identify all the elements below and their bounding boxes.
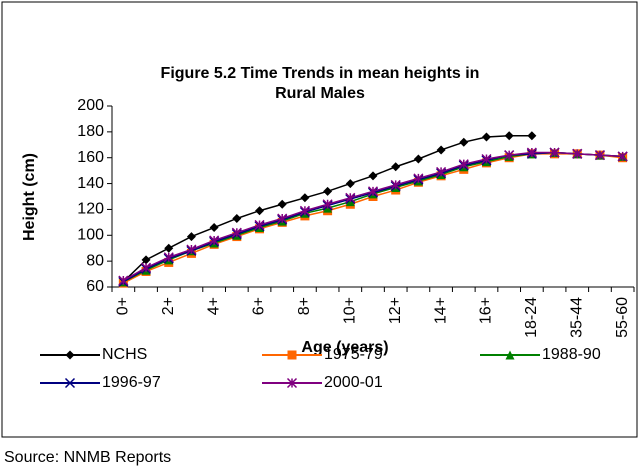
data-point (413, 154, 423, 164)
data-point (209, 223, 219, 233)
data-point (118, 275, 129, 286)
data-point (231, 227, 242, 238)
data-point (277, 199, 287, 209)
chart-title: Figure 5.2 Time Trends in mean heights i… (160, 65, 480, 102)
data-point (594, 150, 605, 161)
data-point (391, 162, 401, 172)
data-point (481, 132, 491, 142)
data-point (617, 151, 628, 162)
y-tick-label: 140 (77, 175, 104, 192)
data-point (164, 243, 174, 253)
data-point (345, 192, 356, 203)
y-tick-label: 200 (77, 97, 104, 114)
data-point (458, 159, 469, 170)
data-point (323, 186, 333, 196)
data-point (141, 255, 151, 265)
data-point (504, 131, 514, 141)
data-point (254, 219, 265, 230)
x-tick-label: 0+ (115, 297, 132, 315)
legend-marker (64, 377, 76, 389)
y-tick-label: 60 (86, 278, 104, 295)
y-tick-label: 100 (77, 227, 104, 244)
source-note: Source: NNMB Reports (4, 449, 171, 466)
y-tick-label: 120 (77, 201, 104, 218)
y-tick-label: 180 (77, 123, 104, 140)
x-tick-label: 55-60 (614, 297, 631, 338)
y-axis-title: Height (cm) (21, 153, 38, 241)
data-point (413, 173, 424, 184)
x-tick-label: 14+ (432, 297, 449, 324)
data-point (549, 147, 560, 158)
legend-marker (65, 350, 75, 360)
x-tick-label: 6+ (251, 297, 268, 315)
data-point (163, 252, 174, 263)
data-point (367, 186, 379, 197)
data-point (255, 206, 265, 216)
data-point (504, 150, 515, 161)
data-point (526, 147, 537, 158)
legend-marker (287, 350, 297, 360)
data-point (299, 205, 310, 216)
data-point (436, 145, 446, 155)
data-point (459, 137, 469, 147)
legend-marker (505, 350, 515, 360)
x-tick-label: 12+ (387, 297, 404, 324)
data-point (572, 148, 583, 159)
y-tick-label: 80 (86, 252, 104, 269)
x-tick-label: 35-44 (568, 297, 585, 338)
x-tick-label: 18-24 (523, 297, 540, 338)
data-point (141, 262, 152, 273)
legend-label: 2000-01 (324, 374, 383, 391)
legend-marker (286, 377, 298, 389)
data-point (209, 235, 220, 246)
x-tick-label: 4+ (205, 297, 222, 315)
data-point (345, 179, 355, 189)
data-point (390, 179, 401, 190)
x-tick-label: 2+ (160, 297, 177, 315)
x-tick-label: 10+ (342, 297, 359, 324)
legend-label: NCHS (102, 346, 147, 363)
legend-label: 1975-79 (324, 346, 383, 363)
data-point (186, 244, 197, 255)
y-tick-label: 160 (77, 149, 104, 166)
chart-border (1, 1, 638, 438)
data-point (436, 166, 447, 177)
data-point (322, 199, 333, 210)
data-point (481, 153, 492, 165)
legend-label: 1988-90 (542, 346, 601, 363)
x-tick-label: 16+ (478, 297, 495, 324)
x-tick-label: 8+ (296, 297, 313, 315)
data-point (277, 213, 288, 224)
data-point (527, 131, 537, 141)
legend-label: 1996-97 (102, 374, 161, 391)
data-point (300, 193, 310, 203)
data-point (368, 171, 378, 181)
data-point (186, 232, 196, 242)
x-axis-title: Age (years) (301, 339, 388, 356)
data-point (232, 213, 242, 223)
